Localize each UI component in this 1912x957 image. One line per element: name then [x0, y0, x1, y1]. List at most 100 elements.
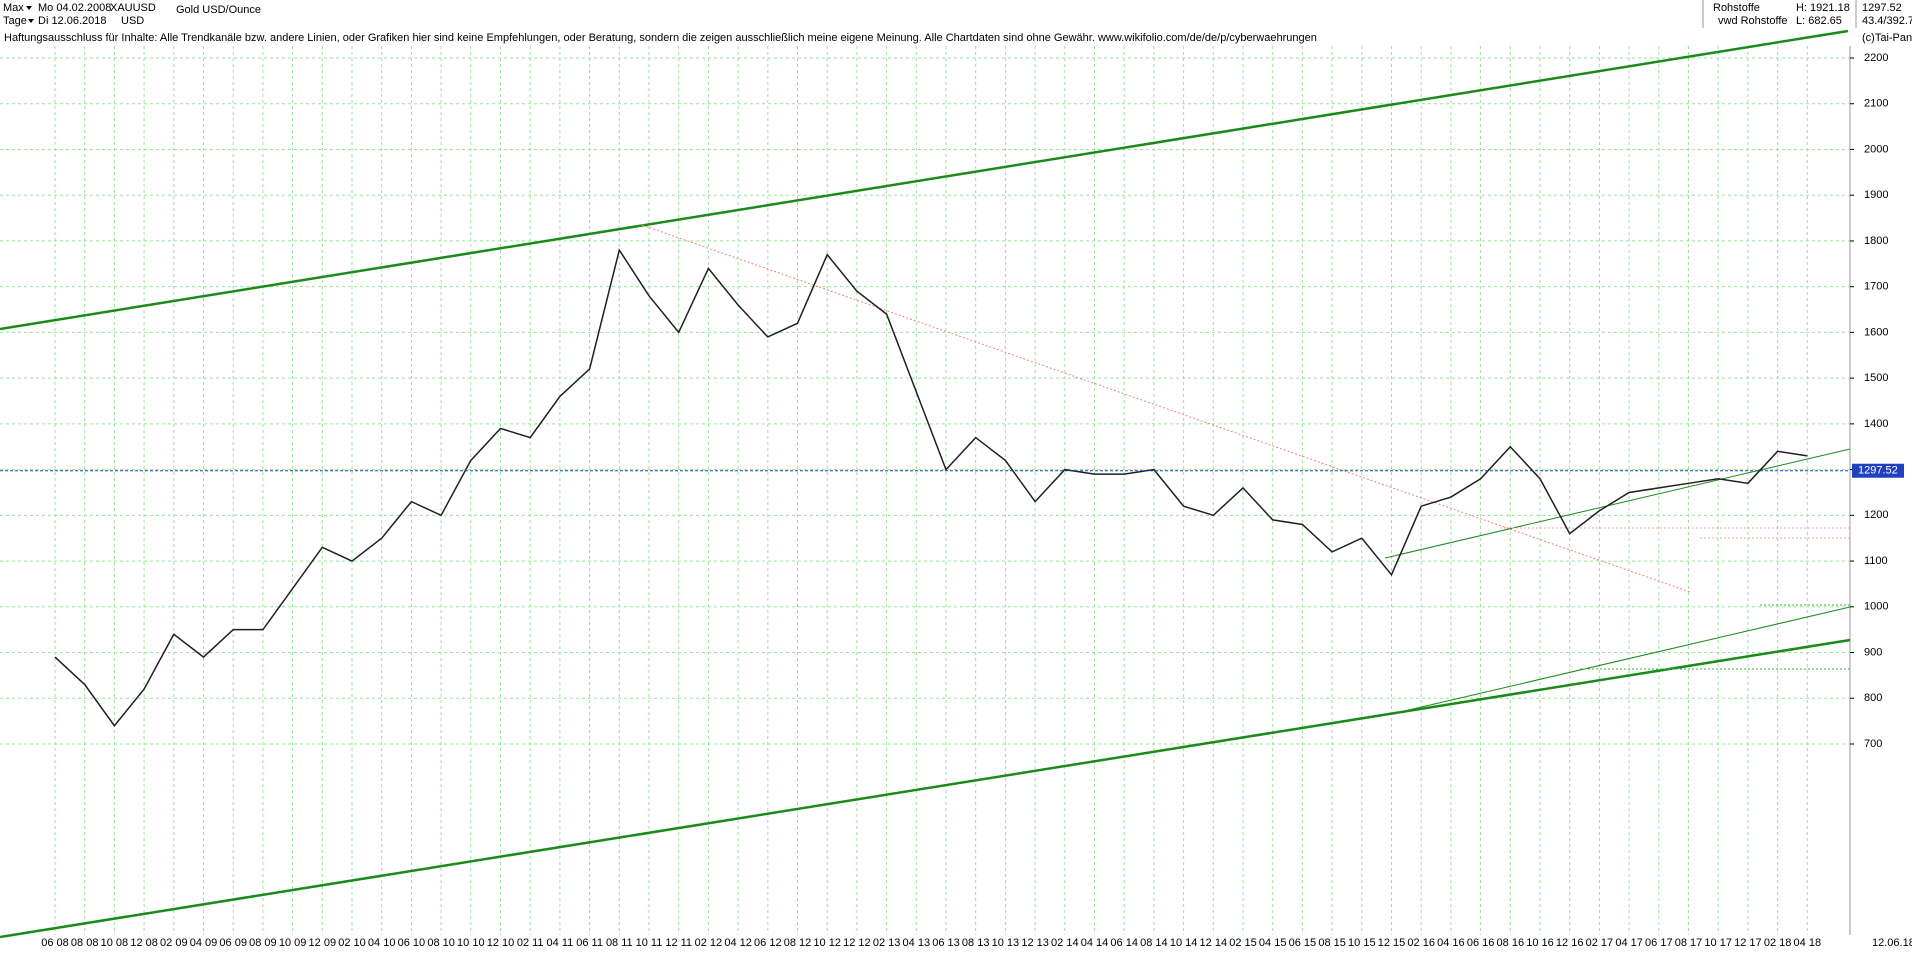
y-tick-label: 1600 — [1864, 326, 1888, 338]
y-tick-label: 900 — [1864, 646, 1882, 658]
x-tick-label: 06 13 — [932, 937, 960, 949]
y-tick-label: 1400 — [1864, 418, 1888, 430]
group: Rohstoffe — [1713, 2, 1760, 14]
x-tick-label: 02 14 — [1051, 937, 1079, 949]
x-tick-label: 06 17 — [1645, 937, 1673, 949]
x-tick-label: 06 11 — [576, 937, 603, 949]
y-tick-label: 1900 — [1864, 189, 1888, 201]
dropdown-arrow[interactable] — [28, 19, 34, 23]
x-tick-label: 08 12 — [784, 937, 812, 949]
start-date: Mo 04.02.2008 — [38, 2, 111, 14]
y-tick-label: 2000 — [1864, 143, 1888, 155]
last-price: 1297.52 — [1862, 2, 1902, 14]
x-tick-label: 08 09 — [249, 937, 277, 949]
source: vwd Rohstoffe — [1718, 15, 1788, 27]
y-tick-label: 700 — [1864, 738, 1882, 750]
x-tick-label: 04 18 — [1794, 937, 1822, 949]
x-tick-label: 04 12 — [724, 937, 752, 949]
x-tick-label: 12 17 — [1734, 937, 1762, 949]
x-tick-label: 02 10 — [338, 937, 366, 949]
x-tick-label: 06 16 — [1467, 937, 1495, 949]
y-tick-label: 1700 — [1864, 281, 1888, 293]
x-tick-label: 04 09 — [190, 937, 218, 949]
x-tick-label: 12 14 — [1200, 937, 1228, 949]
x-tick-label: 12 10 — [487, 937, 515, 949]
y-tick-label: 2200 — [1864, 52, 1888, 64]
low: L: 682.65 — [1796, 15, 1842, 27]
x-tick-label: 02 11 — [517, 937, 544, 949]
y-tick-label: 800 — [1864, 692, 1882, 704]
x-tick-label: 12 15 — [1378, 937, 1406, 949]
y-tick-label: 1800 — [1864, 235, 1888, 247]
x-tick-label: 02 15 — [1229, 937, 1257, 949]
trend-line — [0, 638, 1851, 939]
x-tick-label: 10 12 — [813, 937, 841, 949]
x-tick-label: 08 13 — [962, 937, 990, 949]
trend-line — [641, 224, 1691, 593]
x-tick-label: 10 11 — [636, 937, 663, 949]
x-tick-label: 04 13 — [903, 937, 931, 949]
x-tick-label: 04 15 — [1259, 937, 1287, 949]
y-tick-label: 1000 — [1864, 601, 1888, 613]
x-tick-label: 12 09 — [309, 937, 337, 949]
x-tick-label: 12 13 — [1021, 937, 1049, 949]
trend-line — [1384, 448, 1851, 559]
x-tick-label: 08 08 — [71, 937, 99, 949]
trend-line — [0, 29, 1849, 331]
stats: 43.4/392.7 — [1862, 15, 1912, 27]
trend-lines — [0, 29, 1851, 939]
x-tick-label: 02 16 — [1407, 937, 1435, 949]
x-tick-label: 10 10 — [457, 937, 485, 949]
x-tick-label: 10 08 — [101, 937, 129, 949]
instrument-name: Gold USD/Ounce — [176, 4, 261, 16]
x-tick-label: 06 08 — [41, 937, 69, 949]
x-tick-label: 06 14 — [1110, 937, 1138, 949]
x-tick-label: 04 17 — [1615, 937, 1643, 949]
x-tick-label: 08 17 — [1675, 937, 1703, 949]
x-tick-label: 02 12 — [695, 937, 723, 949]
trend-line — [1399, 606, 1851, 713]
x-tick-label: 04 11 — [547, 937, 574, 949]
header: Max Mo 04.02.2008 XAUUSD Gold USD/Ounce … — [3, 0, 1912, 44]
y-tick-label: 1500 — [1864, 372, 1888, 384]
x-tick-label: 10 09 — [279, 937, 307, 949]
y-tick-label: 2100 — [1864, 98, 1888, 110]
x-tick-label: 08 11 — [606, 937, 633, 949]
x-tick-label: 12 11 — [665, 937, 692, 949]
x-tick-label: 02 13 — [873, 937, 901, 949]
x-tick-label: 10 16 — [1526, 937, 1554, 949]
x-end-label: 12.06.18 — [1872, 937, 1912, 949]
price-line — [54, 248, 1808, 727]
disclaimer: Haftungsausschluss für Inhalte: Alle Tre… — [4, 32, 1317, 44]
current-price-box — [1852, 463, 1904, 478]
x-tick-label: 10 14 — [1170, 937, 1198, 949]
x-tick-label: 02 09 — [160, 937, 188, 949]
x-tick-label: 08 15 — [1318, 937, 1346, 949]
current-price-label: 1297.52 — [1858, 465, 1898, 477]
x-tick-label: 02 17 — [1586, 937, 1614, 949]
x-tick-label: 12 12 — [843, 937, 871, 949]
x-tick-label: 12 08 — [130, 937, 158, 949]
x-tick-label: 06 12 — [754, 937, 782, 949]
end-date: Di 12.06.2018 — [38, 15, 107, 27]
dropdown-arrow[interactable] — [26, 6, 32, 10]
copyright: (c)Tai-Pan — [1862, 32, 1912, 44]
x-tick-label: 06 15 — [1289, 937, 1317, 949]
symbol: XAUUSD — [110, 2, 156, 14]
x-tick-label: 10 15 — [1348, 937, 1376, 949]
x-tick-label: 08 14 — [1140, 937, 1168, 949]
x-tick-label: 08 10 — [427, 937, 455, 949]
x-tick-label: 08 16 — [1497, 937, 1525, 949]
x-tick-label: 04 14 — [1081, 937, 1109, 949]
x-tick-label: 04 16 — [1437, 937, 1465, 949]
period: Tage — [3, 15, 27, 27]
range: Max — [3, 2, 24, 14]
x-tick-label: 10 17 — [1704, 937, 1732, 949]
y-tick-label: 1100 — [1864, 555, 1888, 567]
x-tick-label: 06 10 — [398, 937, 426, 949]
x-tick-label: 02 18 — [1764, 937, 1792, 949]
x-tick-label: 12 16 — [1556, 937, 1584, 949]
x-tick-label: 06 09 — [219, 937, 247, 949]
x-tick-label: 04 10 — [368, 937, 396, 949]
